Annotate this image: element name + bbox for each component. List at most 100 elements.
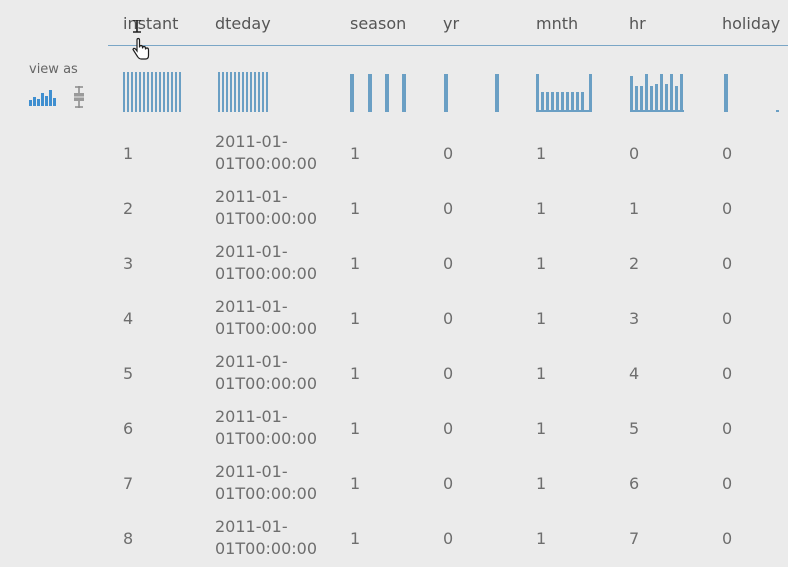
cell-hr: 1	[629, 199, 640, 218]
cell-holiday: 0	[722, 474, 733, 493]
histogram-icon[interactable]	[29, 88, 57, 110]
histogram-mnth[interactable]	[536, 68, 594, 114]
histogram-dteday[interactable]	[218, 68, 272, 114]
cell-dteday: 2011-01- 01T00:00:00	[215, 461, 317, 505]
cell-yr: 0	[443, 199, 454, 218]
cell-yr: 0	[443, 419, 454, 438]
table-row[interactable]: 3 1 0 1 2 0 2011-01- 01T00:00:00	[108, 237, 788, 292]
cell-holiday: 0	[722, 254, 733, 273]
cell-dteday-line2: 01T00:00:00	[215, 484, 317, 503]
cell-holiday: 0	[722, 419, 733, 438]
cell-mnth: 1	[536, 254, 547, 273]
cell-mnth: 1	[536, 144, 547, 163]
cell-instant: 3	[123, 254, 134, 273]
cell-dteday-line1: 2011-01-	[215, 352, 288, 371]
cell-dteday: 2011-01- 01T00:00:00	[215, 131, 317, 175]
cell-holiday: 0	[722, 529, 733, 548]
cell-dteday: 2011-01- 01T00:00:00	[215, 516, 317, 560]
histogram-instant[interactable]	[123, 68, 181, 114]
cell-dteday: 2011-01- 01T00:00:00	[215, 296, 317, 340]
table-row[interactable]: 7 1 0 1 6 0 2011-01- 01T00:00:00	[108, 457, 788, 512]
cell-holiday: 0	[722, 364, 733, 383]
dataset-grid: instant dteday season yr mnth hr holiday	[108, 0, 788, 558]
cell-yr: 0	[443, 364, 454, 383]
histogram-holiday[interactable]	[722, 68, 782, 114]
column-histogram-row	[108, 68, 788, 114]
cell-mnth: 1	[536, 474, 547, 493]
cell-dteday-line2: 01T00:00:00	[215, 209, 317, 228]
cell-yr: 0	[443, 254, 454, 273]
cell-dteday-line1: 2011-01-	[215, 242, 288, 261]
cell-instant: 7	[123, 474, 134, 493]
table-row[interactable]: 1 1 0 1 0 0 2011-01- 01T00:00:00	[108, 127, 788, 182]
histogram-hr[interactable]	[630, 68, 688, 114]
cell-hr: 5	[629, 419, 640, 438]
cell-dteday-line1: 2011-01-	[215, 517, 288, 536]
cell-season: 1	[350, 254, 361, 273]
cell-instant: 8	[123, 529, 134, 548]
cell-holiday: 0	[722, 144, 733, 163]
table-row[interactable]: 6 1 0 1 5 0 2011-01- 01T00:00:00	[108, 402, 788, 457]
cell-yr: 0	[443, 474, 454, 493]
cell-hr: 6	[629, 474, 640, 493]
cell-hr: 0	[629, 144, 640, 163]
cell-dteday-line2: 01T00:00:00	[215, 374, 317, 393]
header-divider	[108, 45, 788, 46]
cell-dteday-line2: 01T00:00:00	[215, 154, 317, 173]
cell-dteday-line2: 01T00:00:00	[215, 319, 317, 338]
table-row[interactable]: 5 1 0 1 4 0 2011-01- 01T00:00:00	[108, 347, 788, 402]
boxplot-icon[interactable]	[72, 86, 86, 112]
cell-instant: 4	[123, 309, 134, 328]
cell-dteday: 2011-01- 01T00:00:00	[215, 241, 317, 285]
column-header-dteday[interactable]: dteday	[215, 14, 271, 33]
cell-instant: 1	[123, 144, 134, 163]
cell-mnth: 1	[536, 199, 547, 218]
cell-season: 1	[350, 144, 361, 163]
cell-season: 1	[350, 199, 361, 218]
cell-season: 1	[350, 364, 361, 383]
cell-season: 1	[350, 474, 361, 493]
cell-mnth: 1	[536, 419, 547, 438]
column-header-row: instant dteday season yr mnth hr holiday	[108, 0, 788, 46]
table-row[interactable]: 2 1 0 1 1 0 2011-01- 01T00:00:00	[108, 182, 788, 237]
cell-dteday-line1: 2011-01-	[215, 187, 288, 206]
column-header-mnth[interactable]: mnth	[536, 14, 579, 33]
column-header-instant[interactable]: instant	[123, 14, 179, 33]
cell-hr: 4	[629, 364, 640, 383]
cell-yr: 0	[443, 309, 454, 328]
cell-yr: 0	[443, 144, 454, 163]
cell-holiday: 0	[722, 309, 733, 328]
histogram-yr[interactable]	[444, 68, 504, 114]
cell-hr: 7	[629, 529, 640, 548]
cell-holiday: 0	[722, 199, 733, 218]
column-header-holiday[interactable]: holiday	[722, 14, 781, 33]
cell-season: 1	[350, 529, 361, 548]
table-row[interactable]: 4 1 0 1 3 0 2011-01- 01T00:00:00	[108, 292, 788, 347]
cell-dteday: 2011-01- 01T00:00:00	[215, 406, 317, 450]
cell-dteday-line1: 2011-01-	[215, 132, 288, 151]
view-as-label: view as	[29, 62, 78, 77]
cell-yr: 0	[443, 529, 454, 548]
column-header-yr[interactable]: yr	[443, 14, 460, 33]
cell-mnth: 1	[536, 309, 547, 328]
cell-dteday-line1: 2011-01-	[215, 407, 288, 426]
cell-season: 1	[350, 309, 361, 328]
cell-instant: 5	[123, 364, 134, 383]
cell-instant: 2	[123, 199, 134, 218]
cell-mnth: 1	[536, 364, 547, 383]
cell-instant: 6	[123, 419, 134, 438]
cell-hr: 2	[629, 254, 640, 273]
cell-dteday-line2: 01T00:00:00	[215, 539, 317, 558]
cell-hr: 3	[629, 309, 640, 328]
cell-mnth: 1	[536, 529, 547, 548]
cell-dteday-line2: 01T00:00:00	[215, 429, 317, 448]
cell-dteday-line1: 2011-01-	[215, 297, 288, 316]
cell-dteday: 2011-01- 01T00:00:00	[215, 351, 317, 395]
cell-dteday-line1: 2011-01-	[215, 462, 288, 481]
cell-season: 1	[350, 419, 361, 438]
column-header-season[interactable]: season	[350, 14, 407, 33]
column-header-hr[interactable]: hr	[629, 14, 646, 33]
cell-dteday: 2011-01- 01T00:00:00	[215, 186, 317, 230]
histogram-season[interactable]	[350, 68, 410, 114]
cell-dteday-line2: 01T00:00:00	[215, 264, 317, 283]
